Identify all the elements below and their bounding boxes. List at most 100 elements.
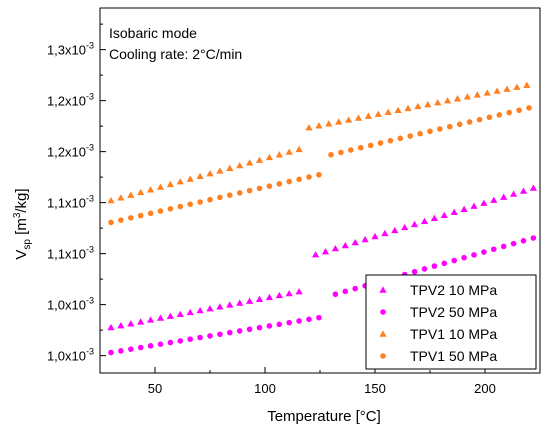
data-point	[332, 291, 339, 298]
data-point	[226, 301, 234, 308]
data-point	[275, 291, 283, 299]
data-point	[167, 339, 174, 346]
data-point	[216, 167, 224, 174]
y-tick-exponent: -3	[86, 41, 94, 51]
data-point	[137, 318, 145, 325]
y-tick-mantissa: 1,1x10	[47, 247, 86, 262]
data-point	[186, 175, 194, 182]
data-point	[354, 114, 363, 121]
data-point	[107, 196, 115, 204]
data-point	[377, 140, 384, 146]
data-point	[523, 81, 531, 88]
data-point	[147, 343, 154, 349]
data-point	[276, 321, 283, 328]
data-point	[481, 249, 487, 255]
data-point	[137, 188, 145, 196]
data-point	[246, 187, 253, 194]
data-point	[503, 85, 511, 92]
legend-box	[365, 274, 537, 370]
data-point	[381, 229, 389, 237]
data-point	[470, 202, 478, 209]
data-point	[316, 171, 322, 178]
data-point	[147, 210, 154, 217]
data-point	[401, 223, 409, 231]
y-tick-exponent: -3	[86, 245, 94, 255]
x-axis: 50 100 150 200	[99, 367, 541, 396]
data-point	[306, 316, 312, 323]
data-point	[227, 192, 233, 198]
data-point	[186, 308, 194, 316]
y-tick-mantissa: 1,0x10	[47, 349, 86, 364]
data-point	[246, 159, 254, 166]
data-point	[361, 235, 369, 243]
data-point	[331, 245, 339, 252]
data-point	[341, 241, 349, 249]
data-point	[460, 205, 468, 212]
data-point	[506, 109, 512, 116]
data-point	[451, 257, 458, 264]
data-point	[236, 328, 243, 334]
y-tick-exponent: -3	[86, 347, 94, 357]
series-1	[107, 184, 537, 331]
series-3	[107, 81, 531, 204]
data-point	[117, 322, 125, 329]
data-point	[510, 240, 517, 247]
data-point	[256, 324, 263, 331]
data-point	[265, 153, 273, 161]
data-point	[357, 144, 364, 151]
y-tick-label: 1,0x10-3	[47, 296, 94, 313]
data-point	[128, 215, 134, 221]
data-point	[328, 151, 334, 158]
annotation-line-1: Isobaric mode	[109, 25, 197, 41]
data-point	[167, 205, 174, 212]
y-tick-exponent: -3	[86, 296, 94, 306]
legend-item: TPV1 50 MPa	[380, 348, 497, 364]
y-tick-mantissa: 1,1x10	[47, 196, 86, 211]
data-point	[275, 151, 283, 158]
data-point	[483, 89, 491, 96]
y-tick-mantissa: 1,2x10	[47, 94, 86, 109]
data-point	[128, 346, 134, 352]
data-point	[411, 268, 418, 275]
data-point	[490, 196, 498, 203]
data-point	[296, 176, 302, 183]
data-point	[510, 190, 518, 197]
data-point	[397, 135, 404, 142]
data-point	[196, 172, 204, 180]
x-tick-label: 150	[364, 381, 386, 396]
data-point	[493, 87, 501, 94]
data-point	[177, 338, 184, 344]
y-axis-label-unit-sup: 3	[12, 212, 23, 218]
data-point	[394, 106, 402, 114]
data-point	[147, 186, 155, 193]
data-point	[276, 181, 283, 187]
data-point	[157, 208, 164, 214]
data-point	[206, 170, 214, 177]
data-point	[255, 295, 264, 302]
y-axis-label-sub: sp	[22, 239, 33, 250]
x-tick-label: 50	[148, 381, 162, 396]
data-point	[444, 97, 452, 104]
data-point	[315, 122, 323, 129]
data-point	[266, 183, 273, 189]
data-point	[461, 254, 467, 261]
data-point	[295, 145, 303, 153]
legend-label: TPV2 50 MPa	[410, 304, 497, 320]
legend: TPV2 10 MPa TPV2 50 MPa TPV1 10 MPa TPV1 50…	[365, 274, 537, 370]
data-point	[187, 201, 193, 208]
data-point	[108, 219, 114, 226]
data-point	[441, 260, 448, 267]
data-point	[236, 161, 244, 169]
data-point	[530, 235, 537, 241]
data-point	[351, 238, 359, 246]
data-point	[137, 344, 144, 351]
data-point	[463, 93, 471, 100]
data-point	[420, 217, 429, 225]
data-point	[226, 164, 234, 171]
y-tick-mantissa: 1,3x10	[47, 43, 86, 58]
y-tick-label: 1,2x10-3	[47, 92, 94, 109]
data-point	[256, 185, 263, 192]
data-point	[265, 293, 273, 301]
data-point	[364, 112, 372, 119]
